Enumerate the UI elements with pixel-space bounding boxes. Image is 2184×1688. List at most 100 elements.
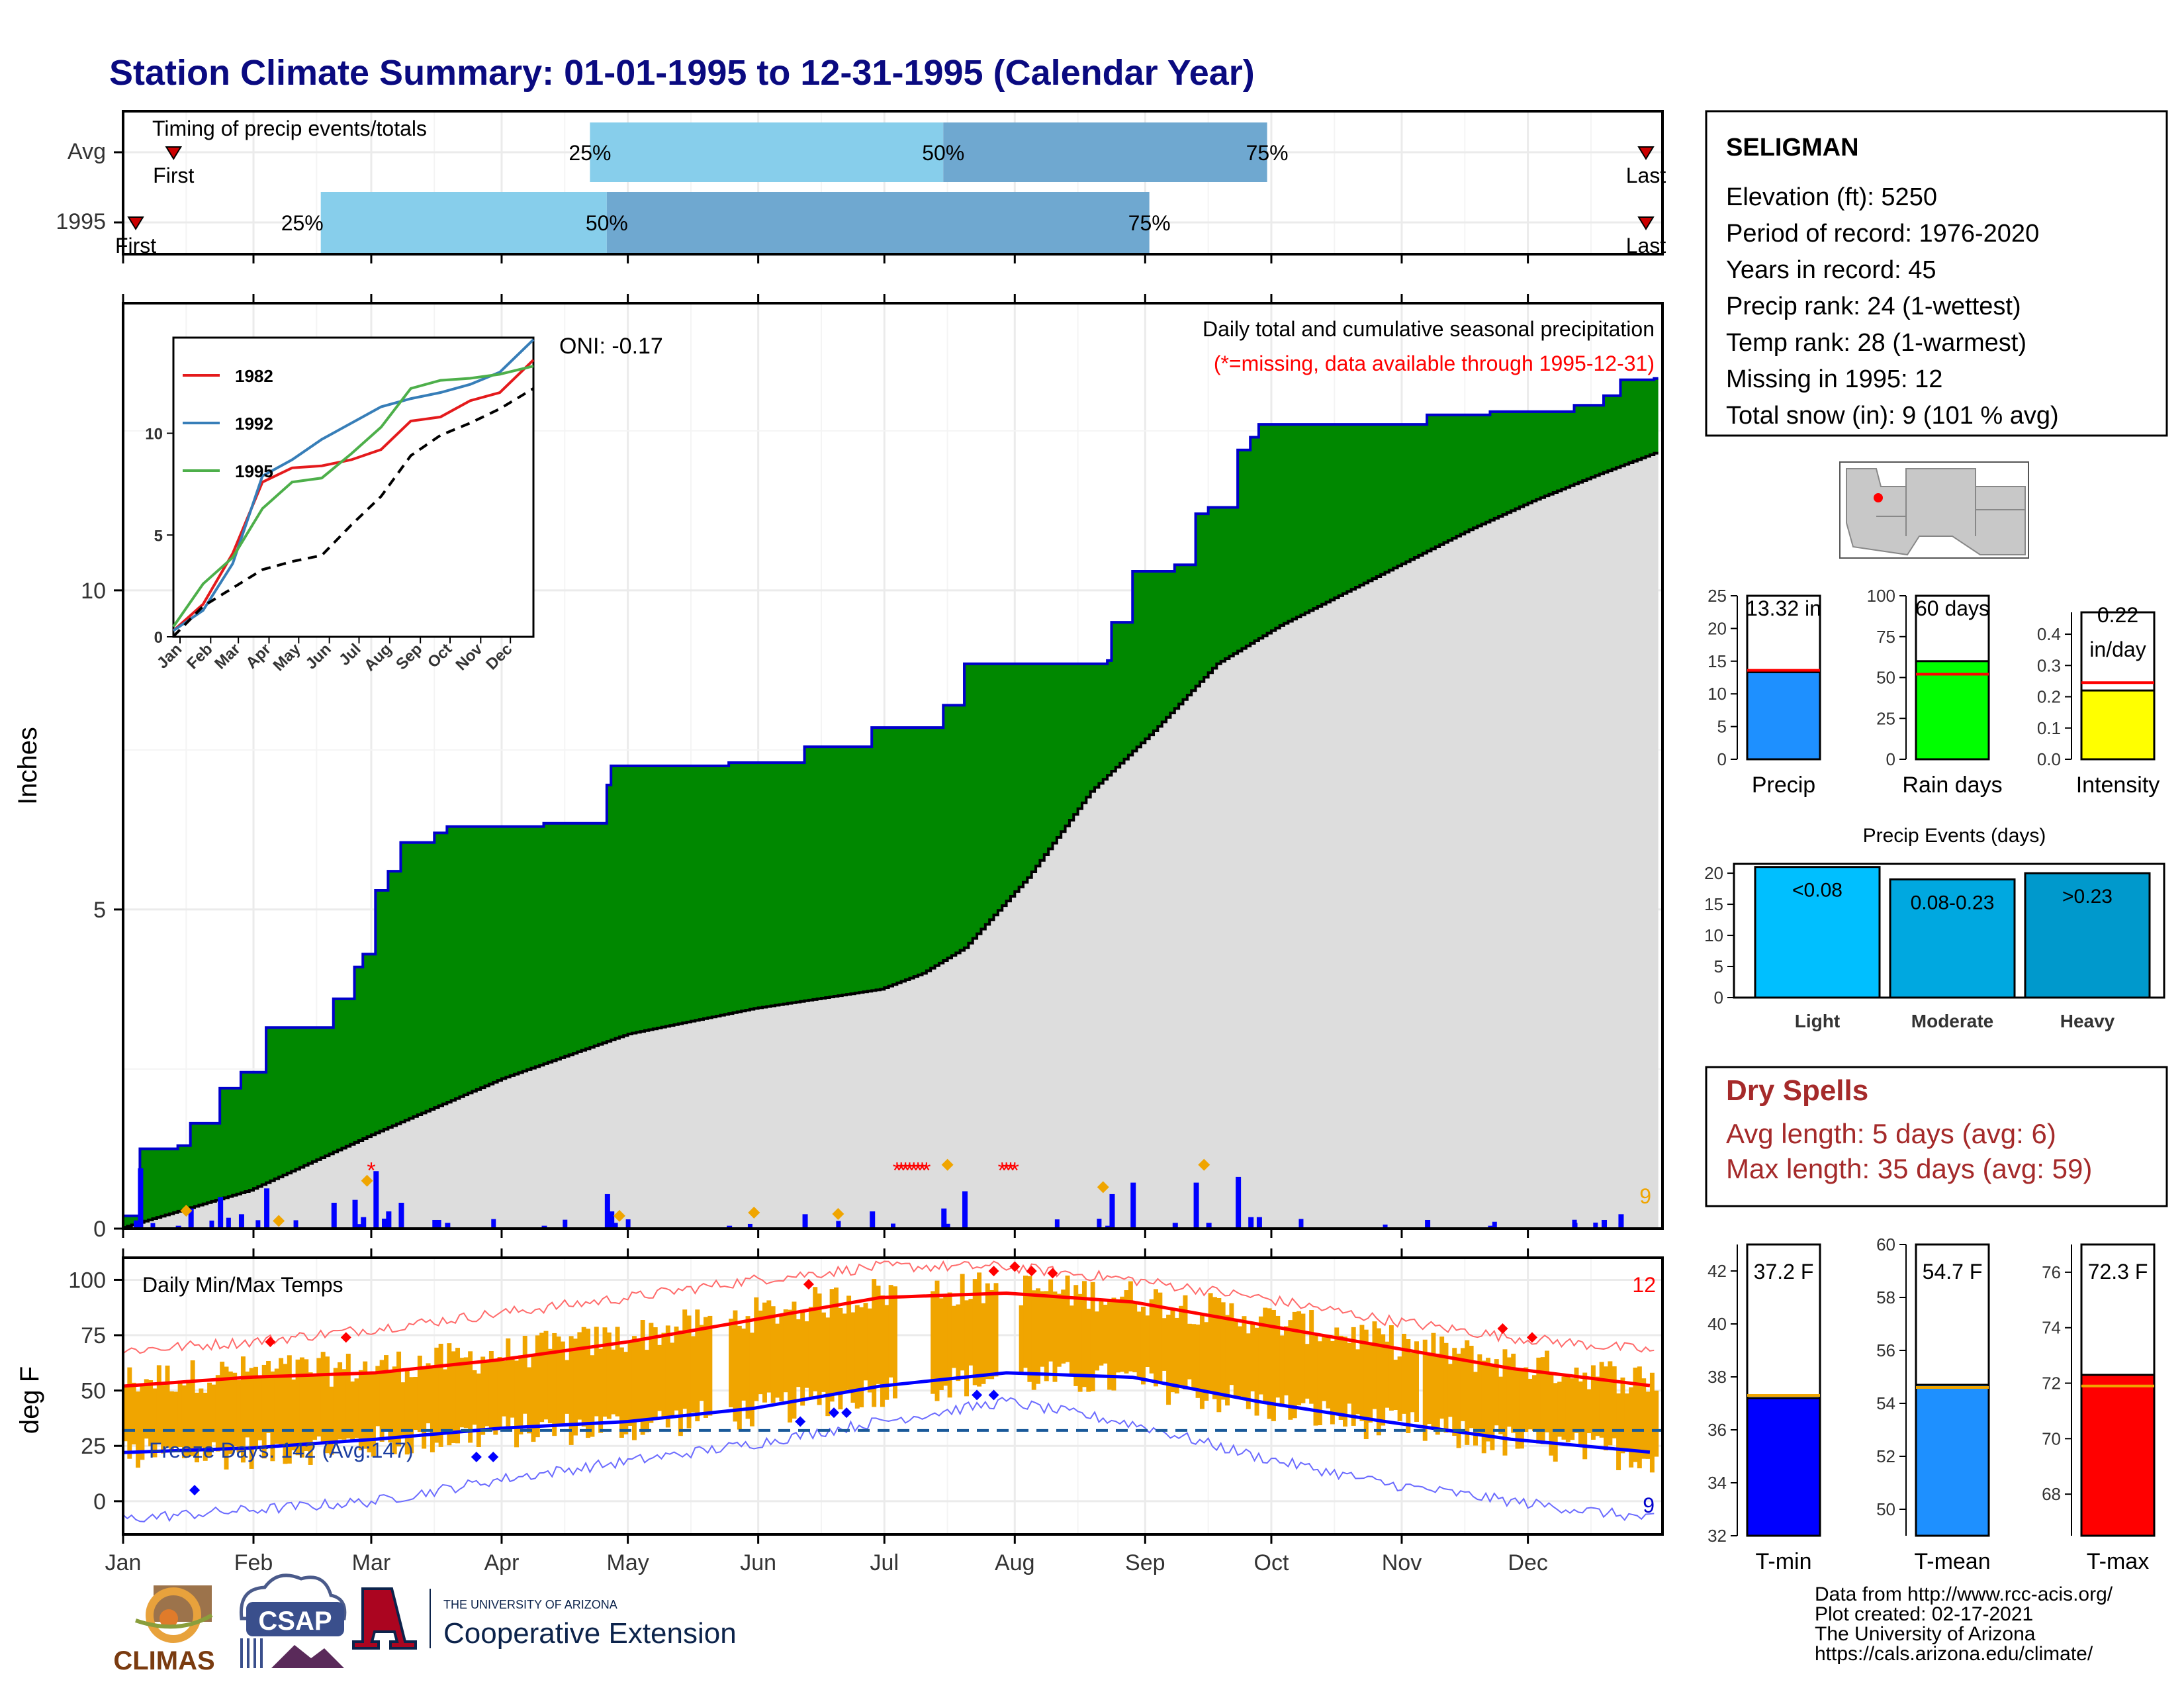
daily-temp-bar [1019, 1305, 1024, 1375]
daily-temp-bar [442, 1369, 447, 1434]
tmean-bar [1915, 1383, 1990, 1537]
daily-temp-bar [1388, 1325, 1394, 1411]
daily-temp-bar [1124, 1290, 1129, 1374]
record-low-line [122, 1396, 1655, 1523]
daily-temp-bar [619, 1347, 624, 1438]
event-bar-value-label: <0.08 [1792, 880, 1843, 902]
daily-precip-bar [1572, 1219, 1577, 1229]
last-event-label: Last [1626, 234, 1666, 258]
daily-temp-bar [1422, 1339, 1428, 1441]
daily-temp-bar [253, 1366, 258, 1446]
daily-temp-bar [329, 1386, 334, 1455]
daily-temp-bar [665, 1325, 670, 1428]
daily-temp-bar [754, 1297, 759, 1401]
daily-temp-bar [1233, 1321, 1238, 1397]
daily-temp-bar [1229, 1303, 1234, 1385]
csap-text: CSAP [258, 1607, 332, 1636]
temp-y-axis-label: deg F [15, 1366, 44, 1434]
daily-precip-bar [264, 1188, 270, 1229]
inset-legend-label: 1995 [235, 461, 273, 481]
daily-temp-bar [1317, 1341, 1322, 1425]
record-high-marker [1009, 1261, 1021, 1272]
daily-precip-bar [436, 1219, 441, 1229]
inset-series-line [172, 338, 535, 632]
precip-total-bar [1746, 671, 1821, 761]
daily-temp-bar [488, 1351, 494, 1430]
dry-spells-box: Dry Spells Avg length: 5 days (avg: 6) M… [1705, 1066, 2168, 1207]
timing-p50-label: 50% [586, 211, 628, 235]
temp-title: Daily Min/Max Temps [142, 1273, 343, 1297]
record-high-marker [1047, 1268, 1058, 1279]
daily-temp-bar [1271, 1309, 1276, 1421]
daily-temp-bar [1376, 1328, 1381, 1436]
daily-temp-bar [144, 1379, 149, 1439]
month-tick-label: Sep [1125, 1550, 1165, 1575]
daily-temp-bar [645, 1350, 649, 1432]
timing-bar-50-75 [943, 122, 1267, 182]
last-event-label: Last [1626, 164, 1666, 187]
timing-panel: Timing of precip events/totals Avg 1995 … [56, 110, 1666, 258]
climas-text: CLIMAS [113, 1646, 214, 1675]
daily-temp-bar [207, 1382, 212, 1456]
daily-temp-bar [695, 1309, 700, 1422]
daily-temp-bar [426, 1363, 431, 1424]
daily-temp-bar [800, 1309, 805, 1406]
month-tick-label: Dec [1508, 1550, 1547, 1575]
daily-temp-bar [1187, 1323, 1192, 1380]
daily-temp-bar [1447, 1364, 1453, 1417]
ua-cooperative-extension-logo: THE UNIVERSITY OF ARIZONA Cooperative Ex… [352, 1587, 737, 1650]
daily-temp-bar [245, 1371, 250, 1438]
daily-precip-bar [445, 1223, 451, 1229]
snow-count: 9 [1639, 1184, 1651, 1208]
daily-temp-bar [1238, 1326, 1243, 1397]
daily-temp-bar [384, 1355, 388, 1432]
daily-temp-bar [678, 1330, 683, 1436]
precip-total-value-label: 13.32 in [1746, 596, 1821, 620]
daily-temp-bar [1128, 1281, 1133, 1372]
daily-temp-bar [653, 1327, 658, 1421]
daily-temp-bar [1443, 1342, 1449, 1433]
daily-temp-bar [1612, 1366, 1617, 1438]
month-tick-label: Mar [352, 1550, 391, 1575]
daily-temp-bar [1242, 1316, 1247, 1400]
daily-temp-bar [1309, 1310, 1314, 1404]
daily-temp-bar [1490, 1364, 1495, 1450]
daily-temp-bar [501, 1360, 506, 1417]
tmin-y-tick-label: 36 [1707, 1420, 1727, 1440]
ua-top-text: THE UNIVERSITY OF ARIZONA [443, 1598, 617, 1611]
snow-marker [613, 1209, 625, 1222]
daily-temp-bar [1086, 1309, 1091, 1392]
daily-temp-bar [1439, 1336, 1445, 1419]
daily-temp-bar [1498, 1376, 1504, 1434]
rain-days-y-tick-label: 50 [1876, 668, 1895, 688]
temp-y-tick-label: 0 [93, 1489, 106, 1515]
daily-temp-bar [1481, 1360, 1486, 1454]
daily-temp-bar [1031, 1290, 1036, 1390]
daily-temp-bar [880, 1295, 885, 1407]
daily-temp-bar [181, 1385, 187, 1458]
daily-temp-bar [565, 1360, 570, 1414]
events-y-tick-label: 15 [1704, 894, 1723, 914]
daily-temp-bar [1090, 1282, 1095, 1391]
tmin-y-tick-label: 40 [1707, 1314, 1727, 1334]
footer-credit-line: Plot created: 02-17-2021 [1815, 1603, 2033, 1625]
daily-temp-bar [1654, 1390, 1659, 1457]
daily-temp-bar [1582, 1372, 1588, 1460]
daily-temp-bar [1132, 1303, 1138, 1373]
daily-temp-bar [1641, 1378, 1647, 1459]
precip-total-y-tick-label: 25 [1707, 586, 1727, 606]
daily-temp-bar [173, 1391, 179, 1448]
daily-temp-bar [350, 1381, 355, 1442]
daily-precip-bar [1097, 1219, 1102, 1229]
daily-temp-bar [775, 1323, 780, 1398]
timing-p50-label: 50% [922, 141, 964, 165]
record-high-marker [1497, 1323, 1508, 1335]
record-low-marker [841, 1407, 852, 1419]
daily-temp-bar [1519, 1368, 1524, 1449]
footer-credit-line: The University of Arizona [1815, 1623, 2036, 1645]
daily-temp-bar [417, 1355, 422, 1432]
daily-temp-bar [842, 1313, 847, 1393]
daily-temp-bar [161, 1385, 166, 1454]
daily-temp-bar [1120, 1296, 1125, 1372]
